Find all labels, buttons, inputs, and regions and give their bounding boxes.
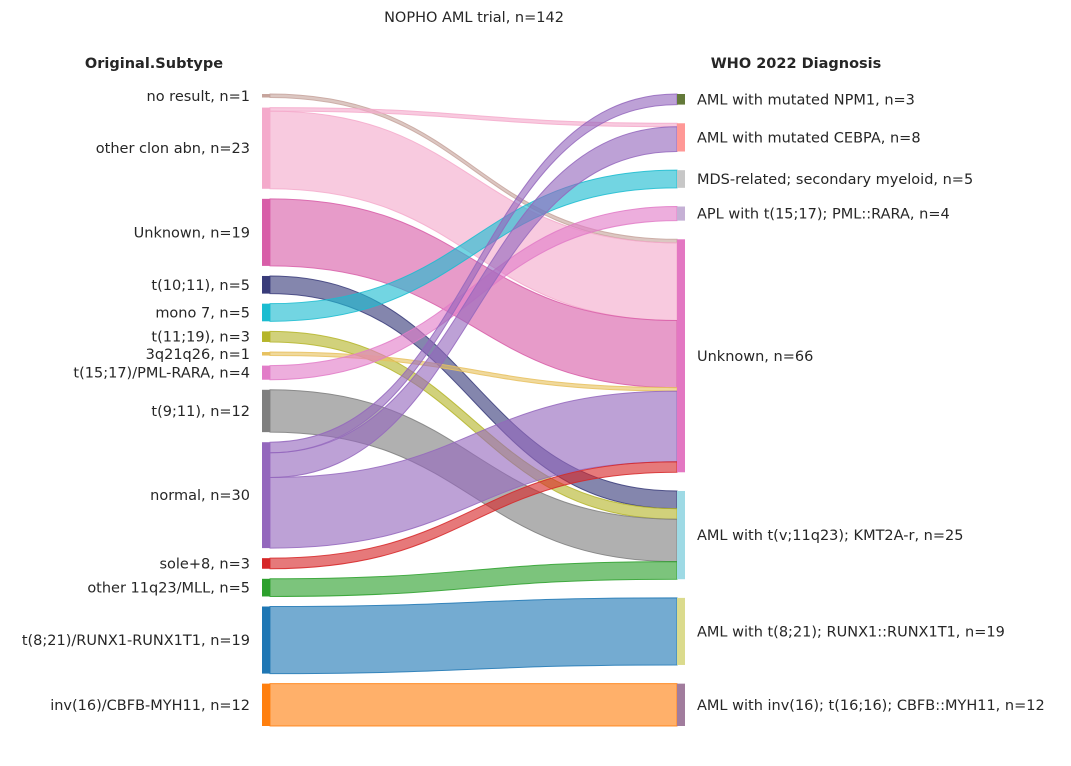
right-node-cebpa [677, 123, 685, 152]
right-node-apl [677, 206, 685, 221]
right-node-kmt2a [677, 490, 685, 580]
node-labels: no result, n=1 other clon abn, n=23 Unknow… [22, 89, 1045, 714]
left-node-t15-17-l [262, 365, 270, 380]
left-node-no-result [262, 94, 270, 98]
left-node-label-sole8: sole+8, n=3 [159, 556, 250, 572]
left-node-label-inv16-l: inv(16)/CBFB-MYH11, n=12 [50, 698, 250, 714]
left-node-label-t15-17-l: t(15;17)/PML-RARA, n=4 [73, 366, 250, 382]
right-node-unknown-r [677, 239, 685, 473]
left-node-label-normal: normal, n=30 [150, 488, 250, 504]
left-node-t9-11 [262, 389, 270, 433]
left-node-label-no-result: no result, n=1 [147, 89, 250, 105]
right-node-t8-21-r [677, 597, 685, 665]
right-node-label-npm1: AML with mutated NPM1, n=3 [697, 92, 915, 108]
chart-title: NOPHO AML trial, n=142 [384, 10, 564, 26]
left-node-unknown-l [262, 198, 270, 266]
left-axis-header: Original.Subtype [85, 56, 223, 72]
flow-t8_21_l-to-t8_21_r [269, 597, 678, 675]
right-node-inv16-r [677, 683, 685, 726]
right-node-label-cebpa: AML with mutated CEBPA, n=8 [697, 130, 921, 146]
right-node-label-inv16-r: AML with inv(16); t(16;16); CBFB::MYH11,… [697, 698, 1045, 714]
left-node-t11-19 [262, 331, 270, 342]
nodes-layer [262, 94, 685, 726]
left-node-other-clon [262, 107, 270, 189]
right-node-label-unknown-r: Unknown, n=66 [697, 349, 813, 365]
flow-sole8-to-unknown_r [269, 461, 678, 570]
left-node-label-other-clon: other clon abn, n=23 [96, 141, 250, 157]
flow-mll-to-kmt2a [269, 561, 678, 597]
right-node-npm1 [677, 94, 685, 105]
left-node-label-3q21q26: 3q21q26, n=1 [146, 347, 250, 363]
left-node-label-mll: other 11q23/MLL, n=5 [87, 581, 250, 597]
left-node-label-t9-11: t(9;11), n=12 [151, 404, 250, 420]
left-node-normal [262, 442, 270, 549]
left-node-label-t11-19: t(11;19), n=3 [151, 330, 250, 346]
left-node-mono7 [262, 303, 270, 322]
right-node-label-kmt2a: AML with t(v;11q23); KMT2A-r, n=25 [697, 528, 963, 544]
left-node-3q21q26 [262, 352, 270, 356]
flow-inv16_l-to-inv16_r [269, 683, 678, 727]
right-node-label-mds: MDS-related; secondary myeloid, n=5 [697, 172, 973, 188]
left-node-t8-21-l [262, 606, 270, 674]
right-node-mds [677, 170, 685, 188]
left-node-label-mono7: mono 7, n=5 [155, 305, 250, 321]
right-axis-header: WHO 2022 Diagnosis [711, 56, 882, 72]
left-node-sole8 [262, 558, 270, 569]
flow-links [269, 93, 678, 727]
right-node-label-apl: APL with t(15;17); PML::RARA, n=4 [697, 207, 950, 223]
left-node-label-t8-21-l: t(8;21)/RUNX1-RUNX1T1, n=19 [22, 633, 250, 649]
right-node-label-t8-21-r: AML with t(8;21); RUNX1::RUNX1T1, n=19 [697, 624, 1005, 640]
left-node-t10-11 [262, 275, 270, 294]
left-node-label-unknown-l: Unknown, n=19 [134, 225, 250, 241]
left-node-inv16-l [262, 683, 270, 726]
left-node-label-t10-11: t(10;11), n=5 [151, 278, 250, 294]
left-node-mll [262, 578, 270, 597]
